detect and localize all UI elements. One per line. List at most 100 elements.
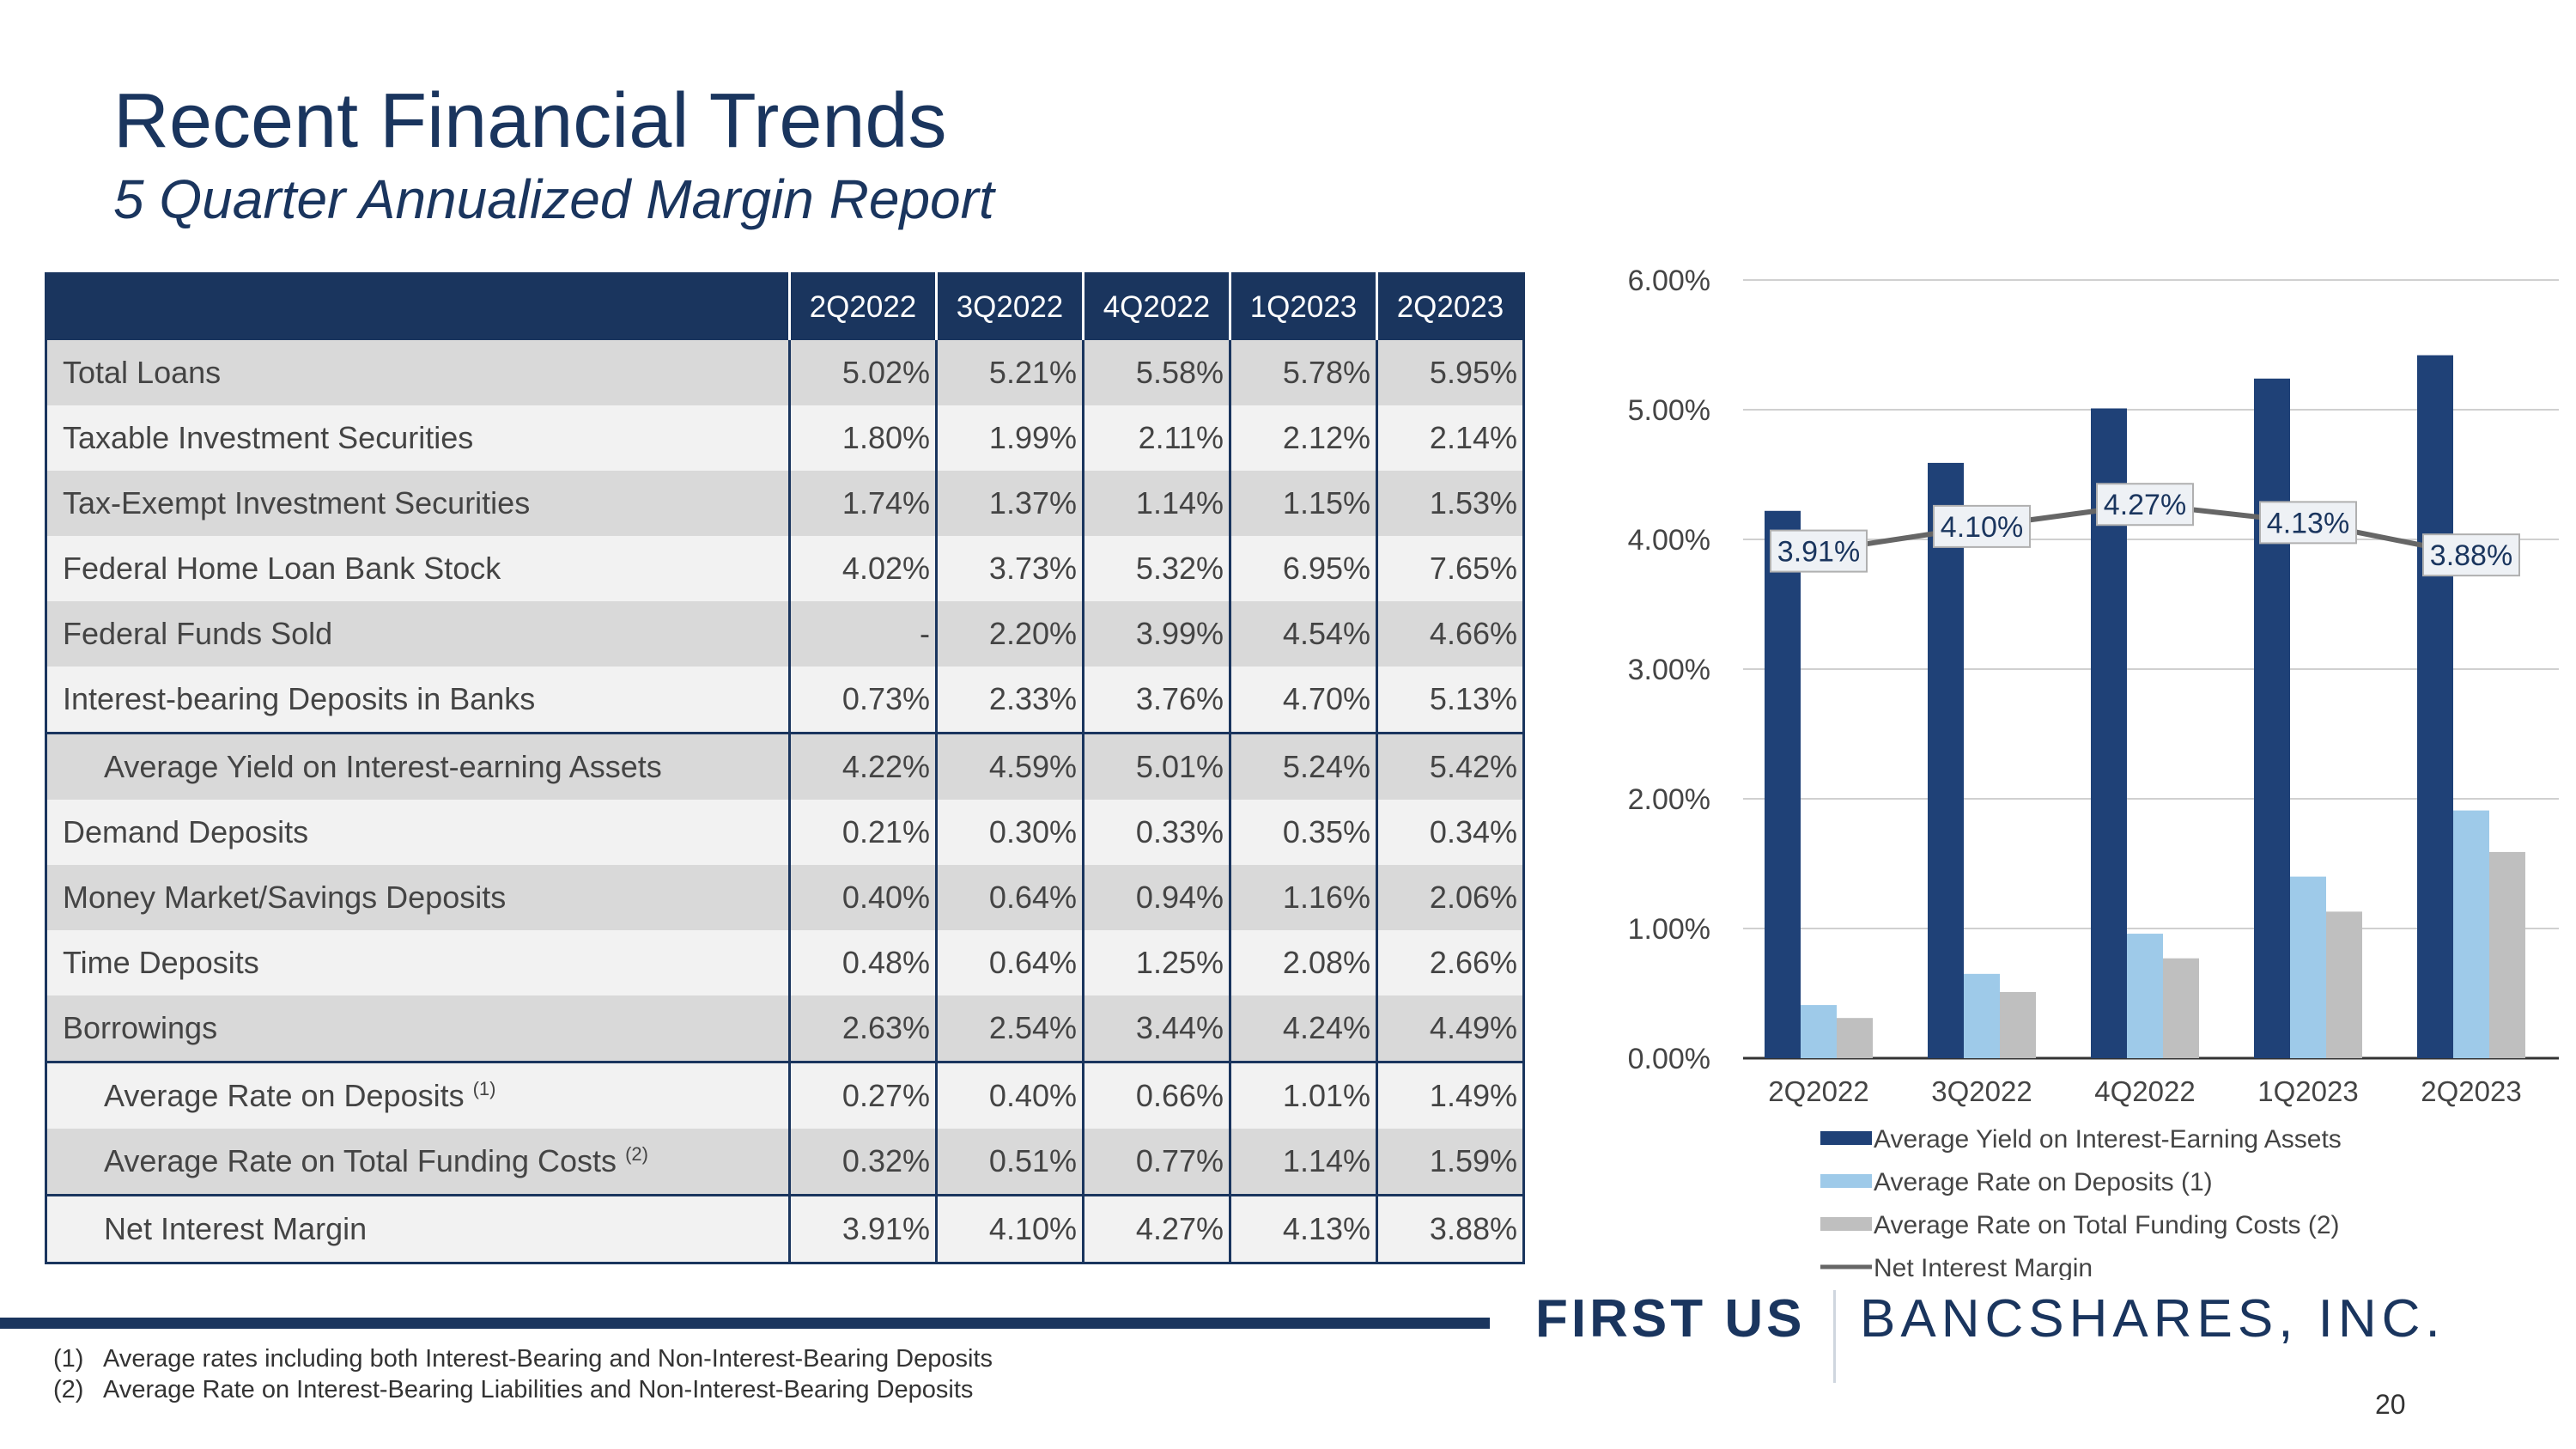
footnote-ref: (2) <box>625 1143 648 1165</box>
row-label-text: Demand Deposits <box>63 814 309 849</box>
value-cell: 3.88% <box>1376 1194 1524 1263</box>
data-label: 3.91% <box>1777 536 1860 569</box>
value-cell: 0.27% <box>788 1061 937 1129</box>
value-cell: 5.02% <box>788 340 937 405</box>
bar-0 <box>1765 510 1801 1058</box>
bar-0 <box>2417 355 2453 1058</box>
legend-swatch <box>1820 1174 1872 1188</box>
value-cell: 0.33% <box>1082 800 1230 865</box>
bar-1 <box>2453 810 2489 1058</box>
row-label: Tax-Exempt Investment Securities <box>46 471 790 536</box>
value-cell: 5.32% <box>1082 536 1230 601</box>
value-cell: 2.63% <box>788 995 937 1062</box>
table-row: Federal Funds Sold -2.20% 3.99% 4.54% 4.66% <box>46 601 1524 667</box>
value-cell: 5.95% <box>1376 340 1524 405</box>
value-cell: 5.01% <box>1082 732 1230 800</box>
y-tick-label: 5.00% <box>1628 394 1710 427</box>
value-cell: 0.30% <box>935 800 1084 865</box>
y-tick-label: 2.00% <box>1628 783 1710 816</box>
row-label-text: Taxable Investment Securities <box>63 420 474 455</box>
page-number: 20 <box>2375 1389 2406 1420</box>
value-cell: 5.58% <box>1082 340 1230 405</box>
value-cell: 5.78% <box>1229 340 1377 405</box>
margin-chart: 0.00% 1.00% 2.00% 3.00% 4.00% 5.00% 6.00% 2Q202… <box>1580 249 2559 1282</box>
value-cell: 0.35% <box>1229 800 1377 865</box>
row-label-text: Time Deposits <box>63 945 259 980</box>
bar-2 <box>2489 851 2525 1058</box>
value-cell: 4.49% <box>1376 995 1524 1062</box>
bar-1 <box>1801 1005 1837 1058</box>
table-header-cell: 1Q2023 <box>1229 273 1377 340</box>
row-label: Net Interest Margin <box>46 1194 790 1263</box>
y-tick-label: 0.00% <box>1628 1043 1710 1075</box>
bar-1 <box>1964 973 2000 1058</box>
x-tick-label: 2Q2023 <box>2421 1075 2521 1107</box>
table-row: Time Deposits 0.48% 0.64% 1.25% 2.08% 2.66% <box>46 930 1524 995</box>
value-cell: 2.06% <box>1376 865 1524 930</box>
value-cell: 1.01% <box>1229 1061 1377 1129</box>
value-cell: 4.27% <box>1082 1194 1230 1263</box>
footnote-text: Average Rate on Interest-Bearing Liabili… <box>103 1376 974 1403</box>
bar-2 <box>2326 911 2362 1058</box>
value-cell: 1.49% <box>1376 1061 1524 1129</box>
margin-table-container: 2Q2022 3Q2022 4Q2022 1Q2023 2Q2023 Total… <box>45 272 1525 1267</box>
row-label-text: Money Market/Savings Deposits <box>63 880 507 915</box>
value-cell: 0.21% <box>788 800 937 865</box>
margin-chart-svg: 0.00% 1.00% 2.00% 3.00% 4.00% 5.00% 6.00% 2Q202… <box>1628 265 2559 1282</box>
row-label: Borrowings <box>46 995 790 1062</box>
row-label-text: Interest-bearing Deposits in Banks <box>63 681 536 716</box>
bar-0 <box>2254 378 2290 1058</box>
bar-0 <box>1928 462 1964 1058</box>
bar-1 <box>2290 876 2326 1058</box>
row-label-text: Total Loans <box>63 355 222 390</box>
row-label-text: Federal Home Loan Bank Stock <box>63 551 501 586</box>
table-row: Tax-Exempt Investment Securities 1.74% 1.3… <box>46 471 1524 536</box>
value-cell: 0.34% <box>1376 800 1524 865</box>
value-cell: 1.14% <box>1229 1129 1377 1196</box>
value-cell: 2.08% <box>1229 930 1377 995</box>
value-cell: 1.25% <box>1082 930 1230 995</box>
row-label: Taxable Investment Securities <box>46 405 790 471</box>
value-cell: 1.99% <box>935 405 1084 471</box>
row-label-text: Average Yield on Interest-earning Assets <box>104 749 662 784</box>
value-cell: 0.77% <box>1082 1129 1230 1196</box>
value-cell: 4.10% <box>935 1194 1084 1263</box>
row-label: Money Market/Savings Deposits <box>46 865 790 930</box>
table-row: Demand Deposits 0.21% 0.30% 0.33% 0.35% 0.34% <box>46 800 1524 865</box>
value-cell: 0.48% <box>788 930 937 995</box>
value-cell: 4.70% <box>1229 667 1377 734</box>
footnote-2: (2) Average Rate on Interest-Bearing Liab… <box>53 1376 973 1404</box>
row-label-text: Average Rate on Deposits <box>104 1078 465 1113</box>
value-cell: 0.64% <box>935 930 1084 995</box>
row-label-text: Borrowings <box>63 1010 218 1045</box>
data-label: 4.27% <box>2104 489 2186 521</box>
margin-table: 2Q2022 3Q2022 4Q2022 1Q2023 2Q2023 Total… <box>45 272 1525 1264</box>
value-cell: 0.40% <box>935 1061 1084 1129</box>
y-tick-label: 3.00% <box>1628 654 1710 686</box>
value-cell: 0.73% <box>788 667 937 734</box>
table-row: Borrowings 2.63% 2.54% 3.44% 4.24% 4.49% <box>46 995 1524 1062</box>
value-cell: 3.44% <box>1082 995 1230 1062</box>
table-row: Total Loans 5.02% 5.21% 5.58% 5.78% 5.95% <box>46 340 1524 405</box>
logo-divider <box>1833 1290 1836 1383</box>
y-tick-label: 4.00% <box>1628 524 1710 557</box>
row-label: Average Rate on Total Funding Costs (2) <box>46 1129 790 1196</box>
row-label: Federal Funds Sold <box>46 601 790 667</box>
value-cell: - <box>788 601 937 667</box>
data-label: 3.88% <box>2430 539 2512 572</box>
value-cell: 5.24% <box>1229 732 1377 800</box>
value-cell: 1.16% <box>1229 865 1377 930</box>
value-cell: 3.76% <box>1082 667 1230 734</box>
value-cell: 4.02% <box>788 536 937 601</box>
x-tick-label: 4Q2022 <box>2094 1075 2195 1107</box>
table-row: Federal Home Loan Bank Stock 4.02% 3.73% 5.… <box>46 536 1524 601</box>
data-label: 4.10% <box>1941 511 2023 544</box>
data-label-box <box>1933 504 2031 548</box>
page-title: Recent Financial Trends <box>113 78 947 164</box>
legend-swatch <box>1820 1217 1872 1231</box>
value-cell: 7.65% <box>1376 536 1524 601</box>
row-label: Time Deposits <box>46 930 790 995</box>
value-cell: 0.66% <box>1082 1061 1230 1129</box>
table-header-cell: 2Q2023 <box>1376 273 1524 340</box>
x-tick-label: 1Q2023 <box>2257 1075 2358 1107</box>
